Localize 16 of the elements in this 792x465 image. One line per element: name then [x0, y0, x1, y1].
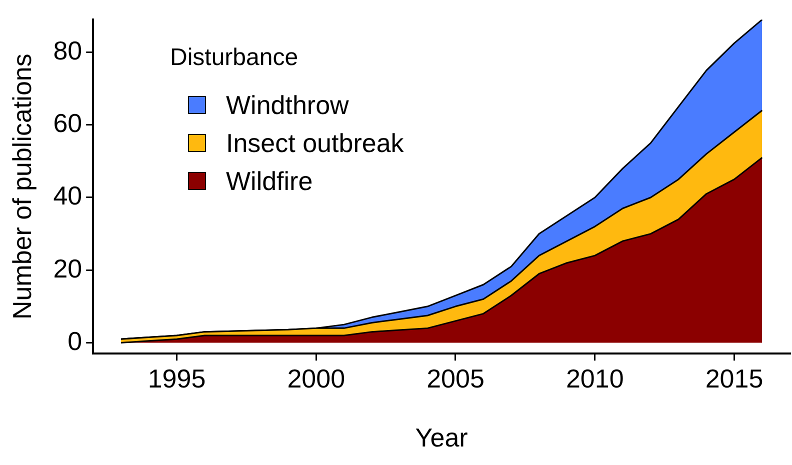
x-tick-label: 1995	[148, 363, 206, 394]
x-tick-label: 2000	[287, 363, 346, 394]
y-tick-label: 60	[53, 108, 82, 138]
y-tick-label: 20	[53, 253, 82, 284]
x-tick-label: 2015	[705, 363, 764, 394]
x-tick-label: 2010	[566, 363, 624, 394]
y-tick-label: 0	[68, 326, 82, 356]
legend-label: Windthrow	[226, 90, 349, 120]
y-axis-title: Number of publications	[6, 54, 37, 320]
y-tick-label: 80	[53, 35, 82, 66]
legend-title: Disturbance	[170, 44, 300, 72]
y-tick-label: 40	[53, 180, 82, 211]
legend-label: Insect outbreak	[226, 128, 404, 158]
legend-label: Wildfire	[226, 166, 313, 196]
x-tick-label: 2005	[426, 363, 484, 394]
x-axis-title: Year	[415, 422, 468, 453]
